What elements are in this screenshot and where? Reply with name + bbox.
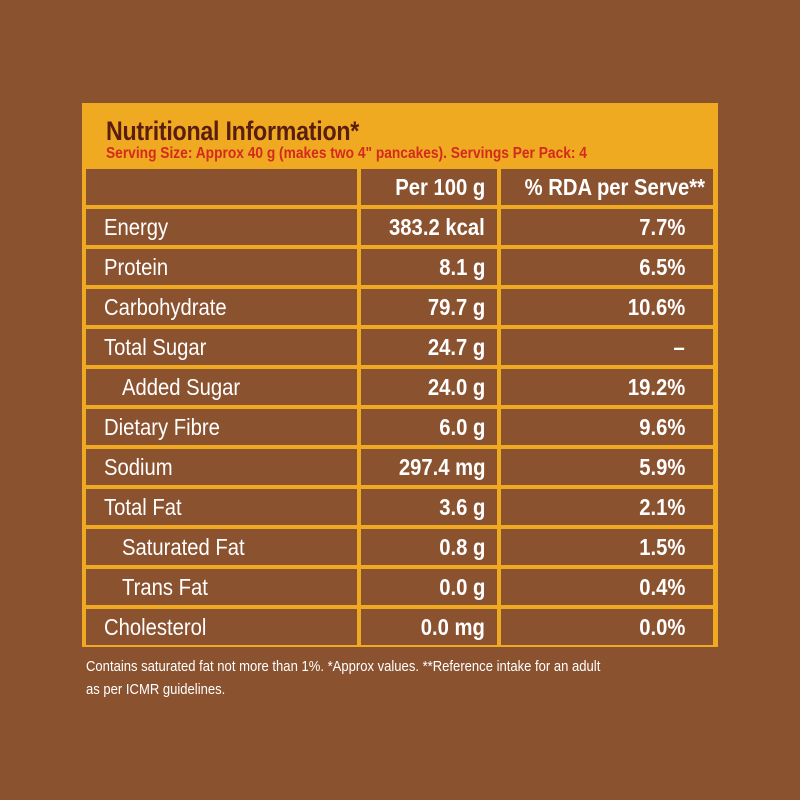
serving-size: Serving Size: Approx 40 g (makes two 4" …	[106, 145, 587, 162]
per100-value: 24.0 g	[361, 369, 497, 405]
header-blank	[86, 169, 357, 205]
row-label: Cholesterol	[86, 609, 357, 645]
footnote: Contains saturated fat not more than 1%.…	[86, 656, 726, 702]
row-label: Total Sugar	[86, 329, 357, 365]
per100-value: 79.7 g	[361, 289, 497, 325]
per100-value: 3.6 g	[361, 489, 497, 525]
per100-value: 0.0 g	[361, 569, 497, 605]
rda-value: 7.7%	[501, 209, 713, 245]
row-label: Carbohydrate	[86, 289, 357, 325]
row-label: Trans Fat	[86, 569, 357, 605]
rda-value: 2.1%	[501, 489, 713, 525]
header-per100: Per 100 g	[361, 169, 497, 205]
per100-value: 6.0 g	[361, 409, 497, 445]
header-rda: % RDA per Serve**	[501, 169, 713, 205]
row-label: Sodium	[86, 449, 357, 485]
per100-value: 383.2 kcal	[361, 209, 497, 245]
rda-value: 9.6%	[501, 409, 713, 445]
rda-value: –	[501, 329, 713, 365]
per100-value: 24.7 g	[361, 329, 497, 365]
per100-value: 8.1 g	[361, 249, 497, 285]
panel-title: Nutritional Information*	[106, 116, 360, 146]
row-label: Dietary Fibre	[86, 409, 357, 445]
row-label: Energy	[86, 209, 357, 245]
rda-value: 0.0%	[501, 609, 713, 645]
rda-value: 1.5%	[501, 529, 713, 565]
footnote-line: as per ICMR guidelines.	[86, 682, 226, 698]
per100-value: 297.4 mg	[361, 449, 497, 485]
rda-value: 10.6%	[501, 289, 713, 325]
per100-value: 0.0 mg	[361, 609, 497, 645]
per100-value: 0.8 g	[361, 529, 497, 565]
rda-value: 6.5%	[501, 249, 713, 285]
row-label: Protein	[86, 249, 357, 285]
rda-value: 19.2%	[501, 369, 713, 405]
nutrition-panel: Nutritional Information* Serving Size: A…	[82, 103, 718, 647]
footnote-line: Contains saturated fat not more than 1%.…	[86, 659, 601, 675]
rda-value: 5.9%	[501, 449, 713, 485]
row-label: Added Sugar	[86, 369, 357, 405]
row-label: Total Fat	[86, 489, 357, 525]
nutrition-table: Per 100 g % RDA per Serve** Energy 383.2 …	[86, 169, 714, 645]
rda-value: 0.4%	[501, 569, 713, 605]
row-label: Saturated Fat	[86, 529, 357, 565]
